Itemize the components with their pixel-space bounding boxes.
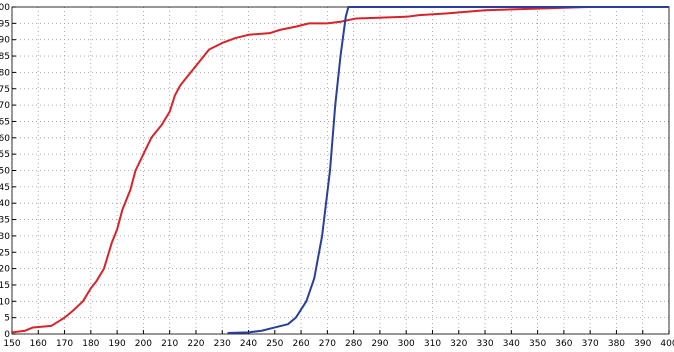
x-tick-label: 390 bbox=[634, 339, 651, 349]
y-tick-label: 80 bbox=[0, 68, 10, 78]
x-tick-label: 220 bbox=[187, 339, 204, 349]
x-tick-label: 240 bbox=[240, 339, 257, 349]
x-tick-label: 350 bbox=[529, 339, 546, 349]
y-tick-label: 5 bbox=[4, 314, 10, 324]
y-tick-label: 75 bbox=[0, 85, 10, 95]
x-tick-label: 330 bbox=[476, 339, 493, 349]
y-tick-label: 45 bbox=[0, 183, 10, 193]
x-tick-label: 310 bbox=[424, 339, 441, 349]
line-series bbox=[11, 6, 588, 334]
x-tick-label: 230 bbox=[214, 339, 231, 349]
x-tick-label: 280 bbox=[345, 339, 362, 349]
x-tick-label: 210 bbox=[161, 339, 178, 349]
y-tick-label: 65 bbox=[0, 117, 10, 127]
x-tick-label: 340 bbox=[503, 339, 520, 349]
x-tick-label: 270 bbox=[319, 339, 336, 349]
x-tick-label: 150 bbox=[3, 339, 20, 349]
y-tick-label: 35 bbox=[0, 216, 10, 226]
x-tick-label: 380 bbox=[608, 339, 625, 349]
y-tick-label: 30 bbox=[0, 232, 10, 242]
plot-frame bbox=[11, 6, 670, 335]
x-tick-label: 400 bbox=[660, 339, 674, 349]
y-tick-label: 0 bbox=[4, 330, 10, 340]
x-tick-label: 170 bbox=[56, 339, 73, 349]
x-tick-label: 290 bbox=[371, 339, 388, 349]
x-tick-label: 370 bbox=[582, 339, 599, 349]
x-tick-label: 250 bbox=[266, 339, 283, 349]
y-tick-label: 15 bbox=[0, 281, 10, 291]
y-tick-label: 10 bbox=[0, 297, 10, 307]
x-tick-label: 160 bbox=[30, 339, 47, 349]
y-tick-label: 85 bbox=[0, 52, 10, 62]
y-tick-label: 100 bbox=[0, 3, 10, 13]
x-tick-label: 360 bbox=[555, 339, 572, 349]
line-series bbox=[227, 6, 669, 335]
y-tick-label: 95 bbox=[0, 19, 10, 29]
y-tick-label: 25 bbox=[0, 248, 10, 258]
x-tick-label: 190 bbox=[109, 339, 126, 349]
x-tick-label: 200 bbox=[135, 339, 152, 349]
x-tick-label: 300 bbox=[398, 339, 415, 349]
x-tick-label: 320 bbox=[450, 339, 467, 349]
y-tick-label: 55 bbox=[0, 150, 10, 160]
y-tick-label: 20 bbox=[0, 265, 10, 275]
x-tick-label: 180 bbox=[82, 339, 99, 349]
y-tick-label: 40 bbox=[0, 199, 10, 209]
x-tick-label: 260 bbox=[292, 339, 309, 349]
y-tick-label: 50 bbox=[0, 167, 10, 177]
y-tick-label: 90 bbox=[0, 36, 10, 46]
y-tick-label: 70 bbox=[0, 101, 10, 111]
y-tick-label: 60 bbox=[0, 134, 10, 144]
